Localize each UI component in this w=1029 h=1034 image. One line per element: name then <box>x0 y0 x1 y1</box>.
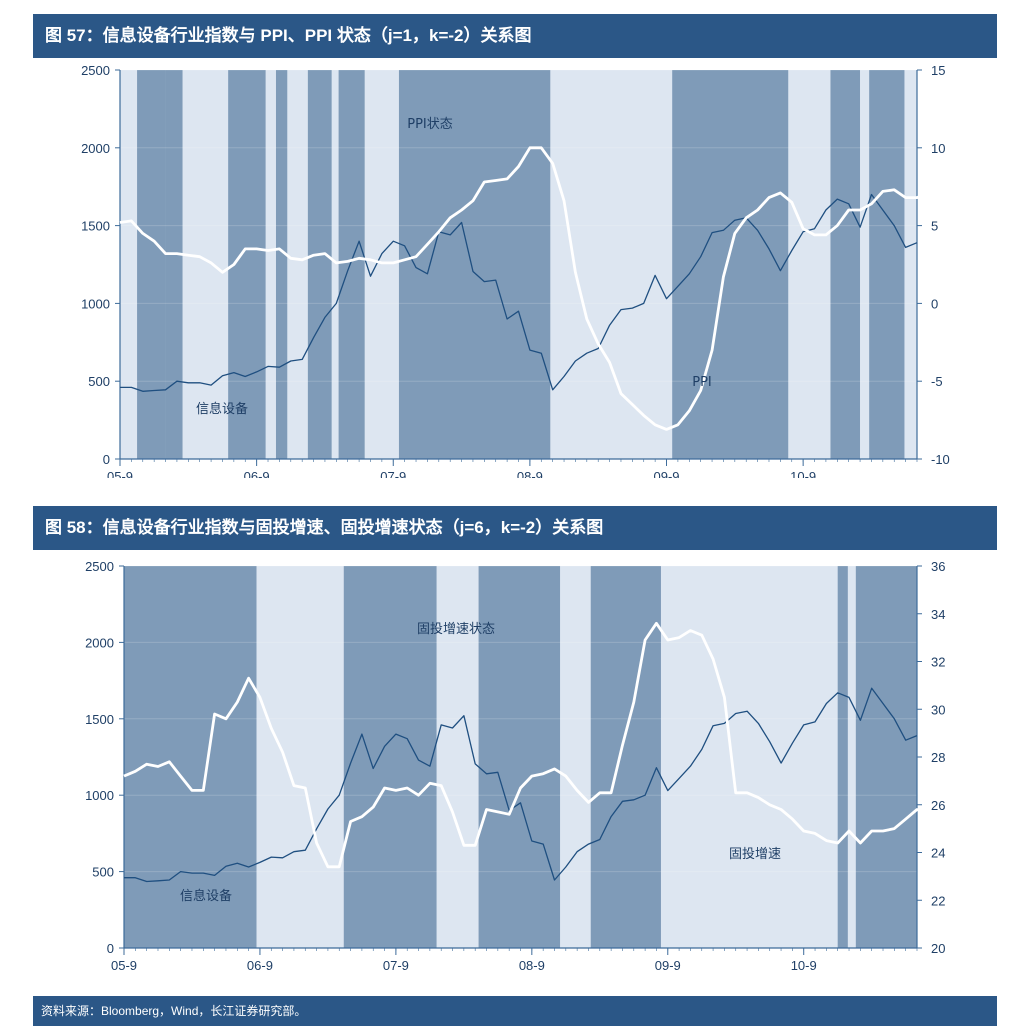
x-tick-label: 05-9 <box>111 958 137 973</box>
chart57-plot: 0 500 1000 1500 2000 2500 -10 -5 0 5 10 15 05-9 06-9 0… <box>81 63 950 478</box>
x-tick-label: 08-9 <box>517 469 543 478</box>
left-tick-label: 500 <box>92 865 114 880</box>
chart-annotation: 固投增速 <box>729 846 781 862</box>
chart-annotation: PPI状态 <box>407 117 453 132</box>
left-tick-label: 1000 <box>85 788 114 803</box>
x-tick-label: 10-9 <box>790 469 816 478</box>
state-band <box>560 566 591 948</box>
state-band <box>331 70 339 459</box>
right-tick-label: 24 <box>931 846 945 861</box>
state-band <box>660 566 838 948</box>
state-band <box>275 70 288 459</box>
state-band <box>855 566 917 948</box>
state-band <box>847 566 856 948</box>
state-band <box>672 70 789 459</box>
right-tick-label: 22 <box>931 893 945 908</box>
chart-annotation: 信息设备 <box>196 401 248 417</box>
state-band <box>124 566 257 948</box>
right-tick-label: 36 <box>931 559 945 574</box>
state-band <box>343 566 437 948</box>
left-tick-label: 0 <box>103 452 110 467</box>
right-tick-label: 30 <box>931 702 945 717</box>
state-band <box>287 70 308 459</box>
state-band <box>398 70 551 459</box>
x-tick-label: 05-9 <box>107 469 133 478</box>
x-tick-label: 09-9 <box>655 958 681 973</box>
x-tick-label: 07-9 <box>383 958 409 973</box>
chart-annotation: PPI <box>692 375 712 390</box>
state-band <box>837 566 848 948</box>
state-band <box>338 70 365 459</box>
left-tick-label: 500 <box>88 374 110 389</box>
left-tick-label: 2500 <box>81 63 110 78</box>
right-tick-label: 26 <box>931 798 945 813</box>
state-band <box>182 70 229 459</box>
series-line-macro <box>119 146 929 431</box>
right-tick-label: 0 <box>931 296 938 311</box>
x-tick-label: 08-9 <box>519 958 545 973</box>
state-band <box>137 70 166 459</box>
state-band <box>120 70 132 459</box>
state-band <box>869 70 905 459</box>
chart58-plot: 0 500 1000 1500 2000 2500 20 22 24 26 28 30 32 34 36 05… <box>85 559 945 973</box>
state-band <box>788 70 831 459</box>
right-tick-label: 10 <box>931 141 945 156</box>
source-footer: 资料来源：Bloomberg，Wind，长江证券研究部。 <box>33 996 997 1026</box>
x-tick-label: 06-9 <box>244 469 270 478</box>
right-tick-label: 28 <box>931 750 945 765</box>
x-tick-label: 09-9 <box>653 469 679 478</box>
state-band <box>830 70 861 459</box>
state-band <box>478 566 561 948</box>
x-tick-label: 06-9 <box>247 958 273 973</box>
right-tick-label: 20 <box>931 941 945 956</box>
series-line-index <box>124 687 918 883</box>
right-tick-label: 15 <box>931 63 945 78</box>
left-tick-label: 0 <box>107 941 114 956</box>
state-band <box>550 70 673 459</box>
state-band <box>860 70 870 459</box>
right-tick-label: 34 <box>931 607 945 622</box>
left-tick-label: 1500 <box>81 219 110 234</box>
chart-annotation: 固投增速状态 <box>417 621 495 637</box>
series-line-macro <box>123 621 929 869</box>
left-tick-label: 1000 <box>81 296 110 311</box>
left-tick-label: 2000 <box>85 635 114 650</box>
state-band <box>436 566 479 948</box>
chart-annotation: 信息设备 <box>180 888 232 904</box>
state-band <box>165 70 183 459</box>
state-band <box>904 70 917 459</box>
state-band <box>307 70 332 459</box>
right-tick-label: -10 <box>931 452 950 467</box>
x-tick-label: 07-9 <box>380 469 406 478</box>
x-tick-label: 10-9 <box>791 958 817 973</box>
left-tick-label: 2000 <box>81 141 110 156</box>
right-tick-label: 32 <box>931 655 945 670</box>
state-band <box>265 70 276 459</box>
left-tick-label: 1500 <box>85 712 114 727</box>
chart58-title: 图 58：信息设备行业指数与固投增速、固投增速状态（j=6，k=-2）关系图 <box>33 506 997 550</box>
state-band <box>256 566 344 948</box>
state-band <box>590 566 661 948</box>
chart57-title: 图 57：信息设备行业指数与 PPI、PPI 状态（j=1，k=-2）关系图 <box>33 14 997 58</box>
left-tick-label: 2500 <box>85 559 114 574</box>
state-band <box>364 70 399 459</box>
right-tick-label: 5 <box>931 219 938 234</box>
series-line-index <box>120 193 918 392</box>
right-tick-label: -5 <box>931 374 943 389</box>
